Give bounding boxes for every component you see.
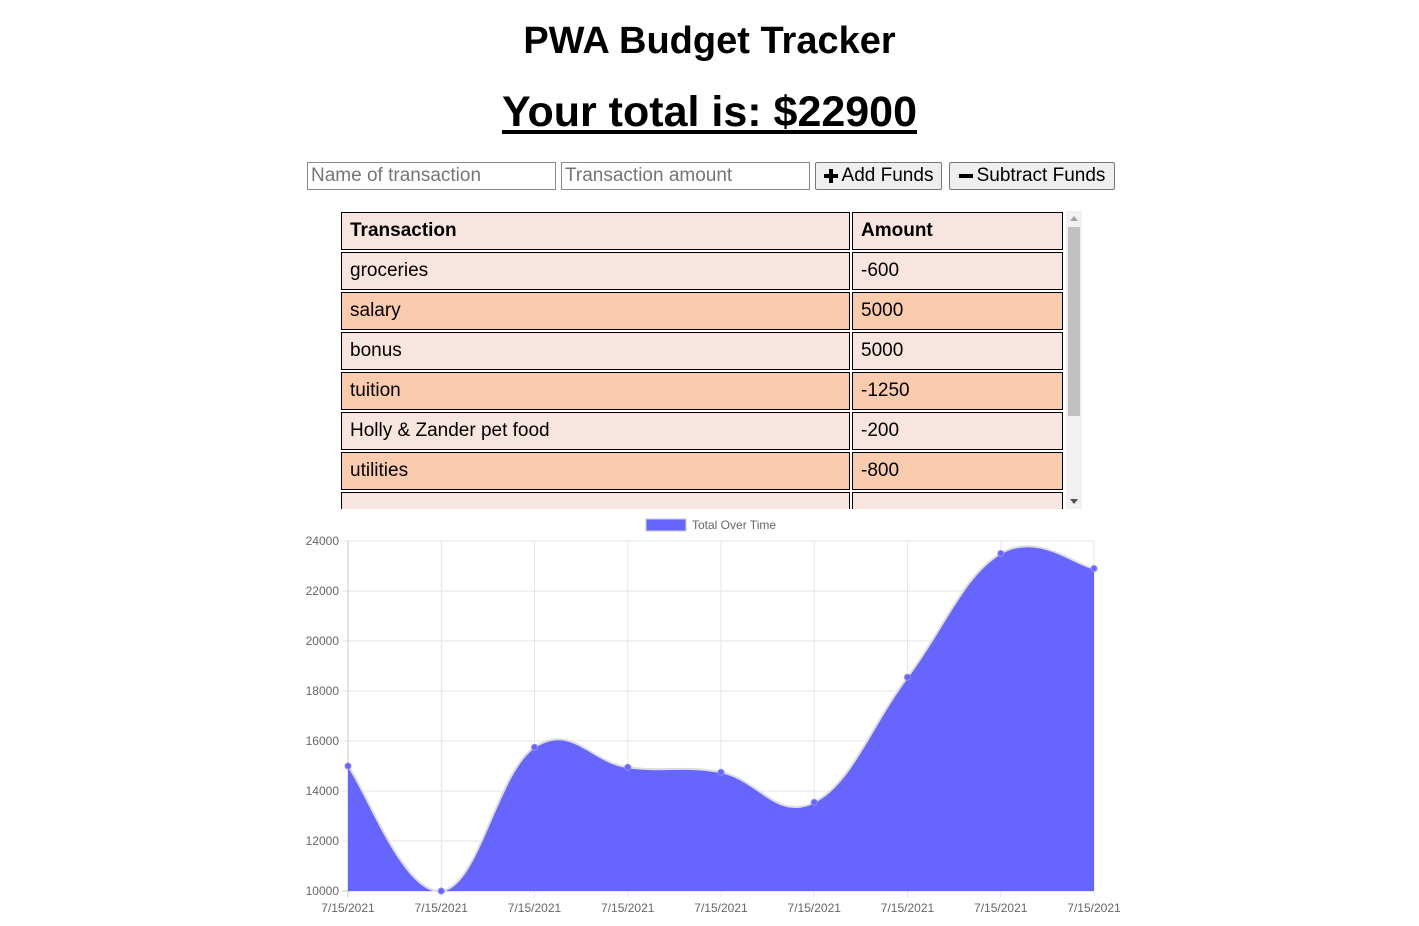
transaction-amount-cell: 5000: [852, 332, 1063, 370]
transaction-amount-cell: -600: [852, 252, 1063, 290]
scroll-up-arrow-icon[interactable]: [1070, 216, 1078, 221]
series-area: [348, 546, 1094, 892]
add-funds-label: Add Funds: [841, 165, 934, 186]
page-title: PWA Budget Tracker: [523, 20, 896, 62]
transactions-table-container[interactable]: Transaction Amount groceries -600 salary…: [341, 211, 1082, 509]
transaction-name-cell: groceries: [341, 252, 850, 290]
total-display: Your total is: $22900: [0, 86, 1419, 138]
total-label: Your total is: $: [501, 88, 798, 136]
legend-label: Total Over Time: [692, 518, 776, 532]
plus-icon: [823, 169, 838, 183]
table-row: Holly & Zander pet food -200: [341, 412, 1063, 450]
y-tick-label: 14000: [306, 784, 340, 798]
y-tick-label: 12000: [306, 834, 340, 848]
data-point: [810, 798, 818, 806]
transaction-amount-cell: -800: [852, 452, 1063, 490]
y-tick-label: 20000: [306, 634, 340, 648]
y-tick-label: 24000: [306, 534, 340, 548]
column-header-amount: Amount: [852, 212, 1063, 250]
transactions-table: Transaction Amount groceries -600 salary…: [341, 211, 1065, 509]
transaction-amount-cell: [852, 492, 1063, 509]
add-funds-button[interactable]: Add Funds: [815, 162, 942, 190]
data-point: [437, 887, 445, 895]
x-tick-label: 7/15/2021: [694, 901, 748, 915]
data-point: [624, 763, 632, 771]
transaction-amount-cell: 5000: [852, 292, 1063, 330]
table-scrollbar[interactable]: [1066, 211, 1082, 509]
data-point: [904, 673, 911, 681]
x-tick-label: 7/15/2021: [601, 901, 655, 915]
table-row: utilities -800: [341, 452, 1063, 490]
total-amount: 22900: [797, 88, 918, 136]
data-point: [344, 762, 352, 770]
table-row: [341, 492, 1063, 509]
legend-swatch: [645, 518, 687, 532]
transaction-name-cell: utilities: [341, 452, 850, 490]
table-row: bonus 5000: [341, 332, 1063, 370]
subtract-funds-button[interactable]: Subtract Funds: [949, 162, 1115, 190]
x-tick-label: 7/15/2021: [321, 901, 375, 915]
scrollbar-thumb[interactable]: [1068, 227, 1080, 416]
x-tick-label: 7/15/2021: [788, 901, 842, 915]
transaction-name-cell: tuition: [341, 372, 850, 410]
data-point: [1090, 565, 1098, 572]
transaction-name-cell: [341, 492, 850, 509]
transaction-name-cell: salary: [341, 292, 850, 330]
transaction-amount-cell: -200: [852, 412, 1063, 450]
y-tick-label: 10000: [306, 884, 340, 898]
table-header-row: Transaction Amount: [341, 212, 1063, 250]
y-tick-label: 18000: [306, 684, 340, 698]
x-tick-label: 7/15/2021: [508, 901, 562, 915]
x-tick-label: 7/15/2021: [415, 901, 469, 915]
column-header-transaction: Transaction: [341, 212, 850, 250]
x-tick-label: 7/15/2021: [974, 901, 1028, 915]
x-tick-label: 7/15/2021: [881, 901, 935, 915]
x-tick-label: 7/15/2021: [1067, 901, 1121, 915]
transaction-amount-input[interactable]: [561, 162, 810, 190]
y-tick-label: 22000: [306, 584, 340, 598]
transaction-name-input[interactable]: [307, 162, 556, 190]
transaction-amount-cell: -1250: [852, 372, 1063, 410]
subtract-funds-label: Subtract Funds: [976, 165, 1106, 186]
data-point: [531, 743, 538, 751]
data-point: [717, 768, 725, 776]
table-row: salary 5000: [341, 292, 1063, 330]
y-tick-label: 16000: [306, 734, 340, 748]
minus-icon: [958, 169, 973, 183]
transaction-name-cell: bonus: [341, 332, 850, 370]
data-point: [997, 550, 1005, 557]
table-row: groceries -600: [341, 252, 1063, 290]
scroll-down-arrow-icon[interactable]: [1070, 499, 1078, 504]
transaction-name-cell: Holly & Zander pet food: [341, 412, 850, 450]
table-row: tuition -1250: [341, 372, 1063, 410]
